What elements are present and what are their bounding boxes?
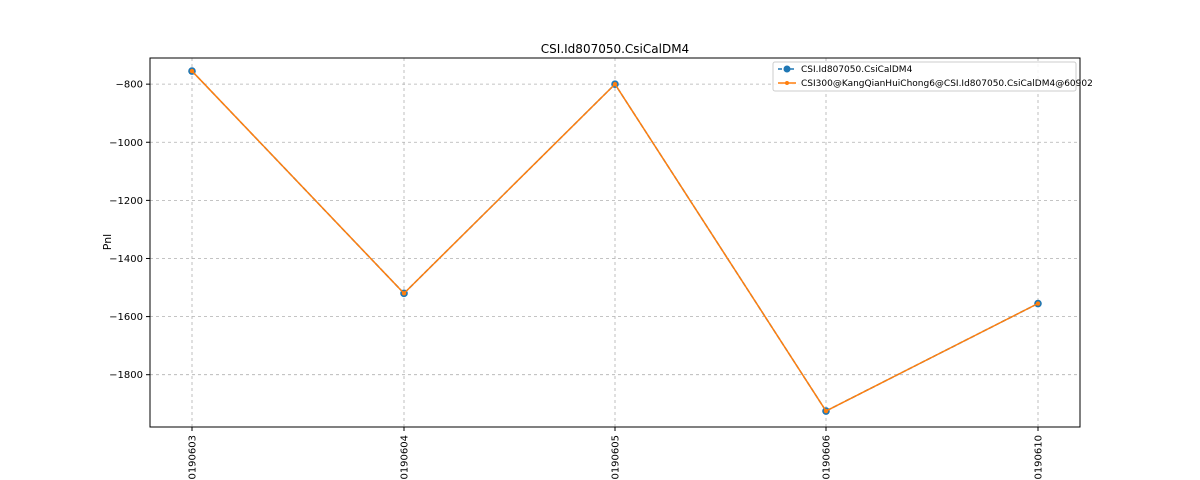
legend-marker-series-1 <box>783 65 791 73</box>
x-tick-label: 20190604 <box>400 435 411 480</box>
grid-layer <box>150 58 1080 427</box>
y-tick-label: −1800 <box>109 370 143 381</box>
legend-label-series-1: CSI.Id807050.CsiCalDM4 <box>801 65 913 75</box>
series-2-point <box>612 81 618 87</box>
y-tick-label: −1600 <box>109 312 143 323</box>
legend-marker-series-2 <box>785 81 789 85</box>
y-tick-label: −800 <box>116 80 143 91</box>
series-layer <box>188 67 1042 415</box>
y-tick-label: −1200 <box>109 196 143 207</box>
series-2-point <box>189 68 195 74</box>
x-tick-label: 20190610 <box>1034 435 1045 480</box>
y-axis-label: Pnl <box>101 234 114 250</box>
ticks-layer: −800 −1000 −1200 −1400 −1600 −1800 20190603 201… <box>109 80 1044 480</box>
chart-title: CSI.Id807050.CsiCalDM4 <box>541 42 689 56</box>
series-2-point <box>823 408 829 414</box>
legend-label-series-2: CSI300@KangQianHuiChong6@CSI.Id807050.Cs… <box>801 79 1093 89</box>
legend: CSI.Id807050.CsiCalDM4 CSI300@KangQianHu… <box>772 61 1093 92</box>
y-tick-label: −1000 <box>109 138 143 149</box>
y-tick-label: −1400 <box>109 254 143 265</box>
x-tick-label: 20190603 <box>188 435 199 480</box>
x-tick-label: 20190605 <box>611 435 622 480</box>
legend-box <box>772 61 1077 92</box>
series-2-point <box>401 291 407 296</box>
x-tick-label: 20190606 <box>822 435 833 480</box>
series-2-point <box>1035 301 1041 306</box>
